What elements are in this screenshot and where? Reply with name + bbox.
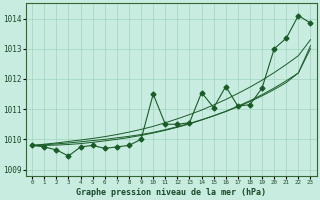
- X-axis label: Graphe pression niveau de la mer (hPa): Graphe pression niveau de la mer (hPa): [76, 188, 266, 197]
